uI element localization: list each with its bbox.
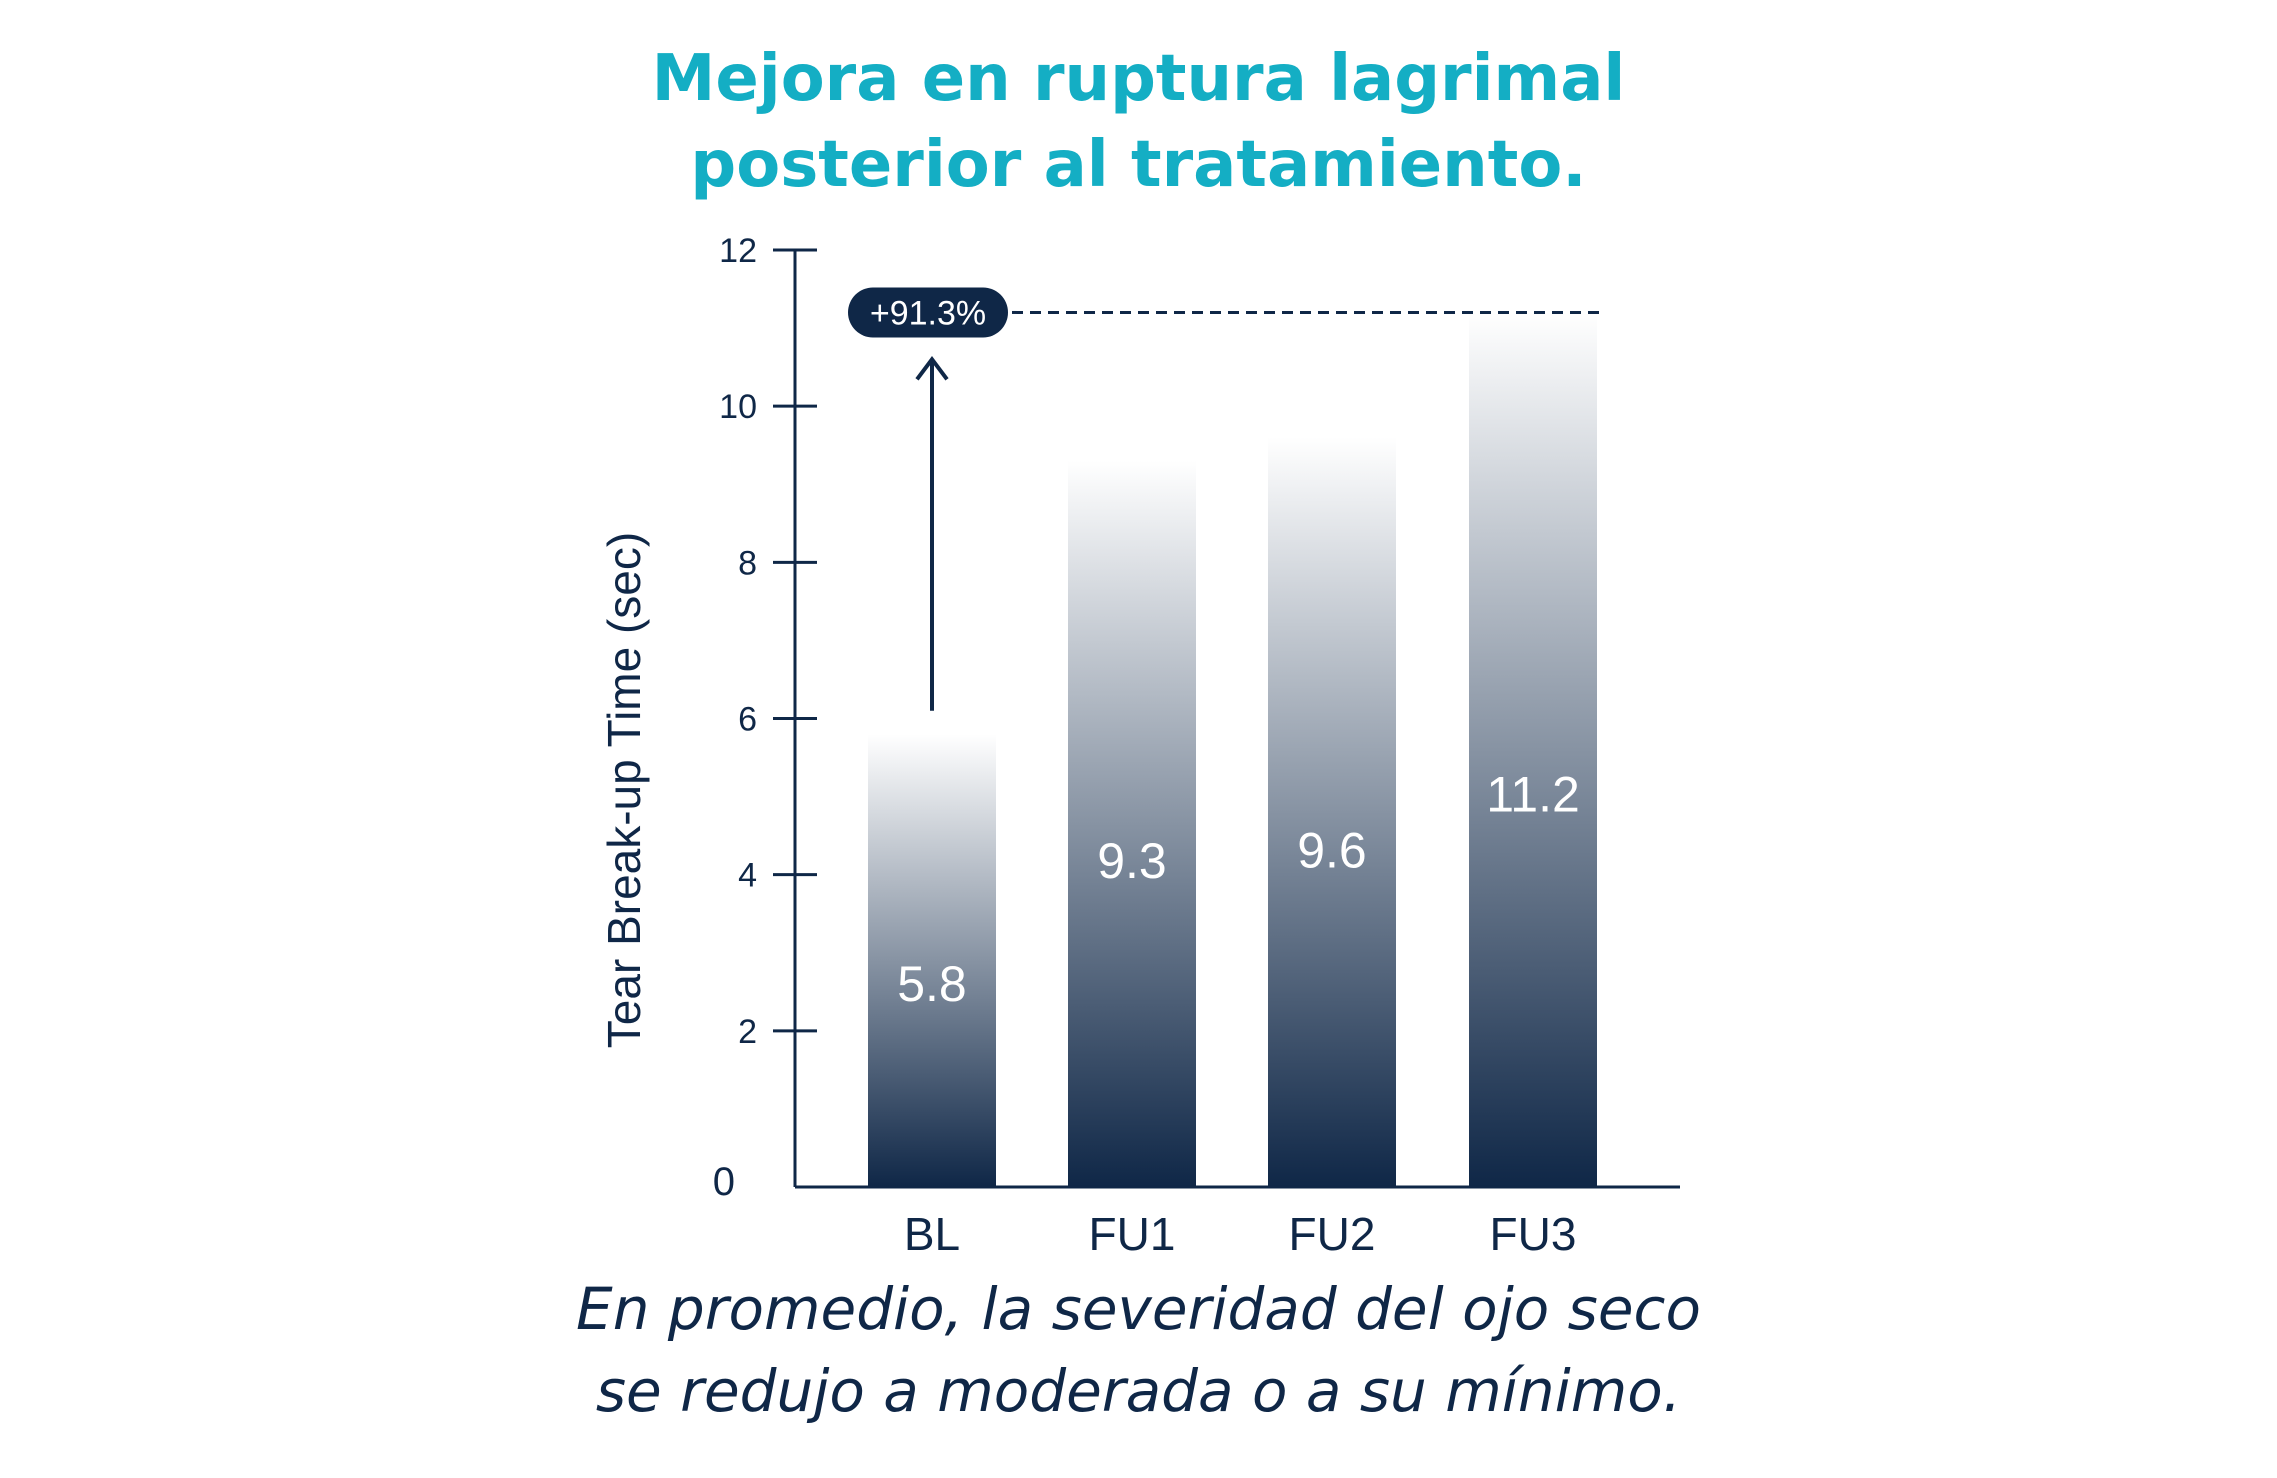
axes-layer: [773, 248, 1680, 1189]
chart-title-line-2: posterior al tratamiento.: [690, 128, 1587, 202]
arrow-head: [915, 355, 949, 381]
annotation-layer: +91.3%: [848, 287, 1600, 711]
bar-bl: [868, 734, 996, 1187]
percent-badge-text: +91.3%: [870, 294, 986, 332]
y-tick-label-4: 4: [738, 857, 757, 895]
x-tick-label-fu2: FU2: [1289, 1208, 1376, 1260]
labels-layer: 5.8 9.3 9.6 11.2 0 2 4 6 8 10 12 BL FU1 FU2 FU3 Tear Br…: [598, 232, 1580, 1260]
chart-caption-line-1: En promedio, la severidad del ojo seco: [576, 1275, 1701, 1343]
value-label-fu1: 9.3: [1097, 833, 1167, 889]
bars-layer: [868, 312, 1597, 1187]
x-tick-label-fu1: FU1: [1089, 1208, 1176, 1260]
y-tick-label-2: 2: [738, 1013, 757, 1051]
value-label-bl: 5.8: [897, 956, 967, 1012]
value-label-fu3: 11.2: [1486, 766, 1580, 822]
x-tick-label-bl: BL: [904, 1208, 960, 1260]
chart-title: Mejora en ruptura lagrimal posterior al …: [0, 36, 2277, 208]
y-tick-label-0: 0: [713, 1160, 735, 1204]
bar-fu1: [1068, 460, 1196, 1187]
percent-badge: [848, 287, 1008, 338]
chart-caption: En promedio, la severidad del ojo seco s…: [0, 1268, 2277, 1432]
chart-caption-line-2: se redujo a moderada o a su mínimo.: [595, 1357, 1682, 1425]
bar-fu3: [1469, 312, 1597, 1187]
y-tick-label-6: 6: [738, 701, 757, 739]
y-axis-title: Tear Break-up Time (sec): [598, 532, 650, 1048]
bar-fu2: [1268, 437, 1396, 1187]
y-tick-label-10: 10: [719, 388, 757, 426]
x-tick-label-fu3: FU3: [1490, 1208, 1577, 1260]
y-tick-label-12: 12: [719, 232, 757, 270]
y-tick-label-8: 8: [738, 544, 757, 582]
chart-title-line-1: Mejora en ruptura lagrimal: [651, 42, 1626, 116]
value-label-fu2: 9.6: [1297, 823, 1367, 879]
